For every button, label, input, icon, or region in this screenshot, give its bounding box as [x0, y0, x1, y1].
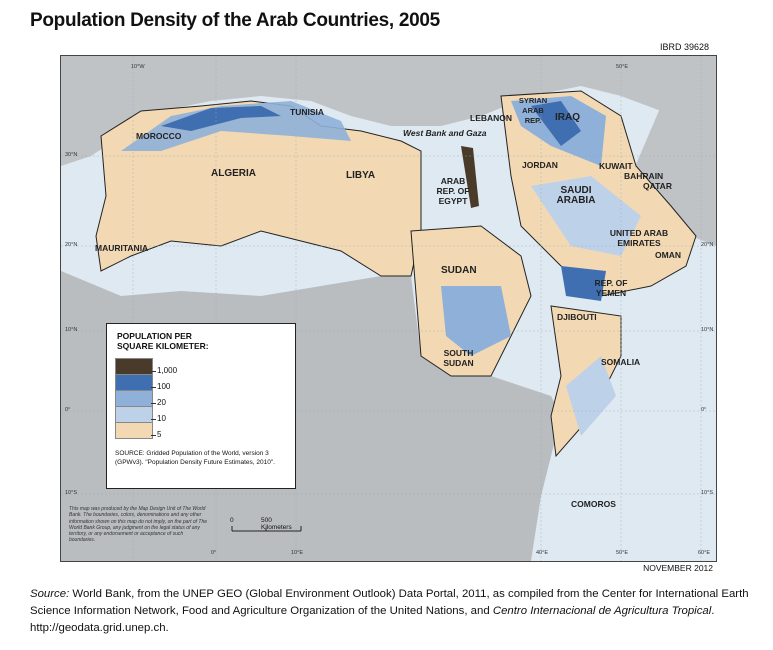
legend-value-100: 100 [157, 382, 171, 391]
legend-value-1000: 1,000 [157, 366, 178, 375]
source-caption: Source: World Bank, from the UNEP GEO (G… [30, 586, 750, 637]
map-date: NOVEMBER 2012 [643, 563, 713, 573]
coord-lon-0: 0° [211, 550, 217, 556]
legend-swatch-100 [115, 374, 153, 391]
legend-title: POPULATION PER SQUARE KILOMETER: [117, 331, 209, 351]
legend-swatch-5 [115, 422, 153, 439]
coord-lon-50e: 50°E [616, 64, 628, 70]
coastal-density-band [121, 101, 351, 151]
sudan-density [441, 286, 511, 356]
coord-lon-50e-bottom: 50°E [616, 550, 628, 556]
label-bahrain: BAHRAIN [624, 171, 664, 181]
coord-lat-0-right: 0° [701, 407, 707, 413]
map-frame: 10°W 50°E 30°N 20°N 10°N 0° 10°S 0° 10°E… [60, 55, 717, 562]
legend-value-10: 10 [157, 414, 166, 423]
density-legend: POPULATION PER SQUARE KILOMETER: 1,000 1… [106, 323, 296, 489]
coord-lat-10s: 10°S [65, 490, 77, 496]
label-morocco: MOROCCO [136, 131, 182, 141]
label-comoros: COMOROS [571, 499, 616, 509]
source-text: World Bank, from the UNEP GEO (Global En… [30, 588, 749, 617]
coord-lon-10e: 10°E [291, 550, 303, 556]
europe-landmass [61, 56, 716, 166]
coord-lat-10n: 10°N [65, 327, 78, 333]
label-algeria: ALGERIA [211, 168, 256, 179]
label-tunisia: TUNISIA [290, 107, 324, 117]
nile-valley-density [461, 146, 479, 208]
coord-lat-10n-right: 10°N [701, 327, 714, 333]
label-saudi-arabia: SAUDI ARABIA [556, 185, 596, 206]
saudi-density [531, 176, 641, 256]
disclaimer-note: This map was produced by the Map Design … [69, 506, 208, 544]
label-sudan: SUDAN [441, 265, 477, 276]
coord-lon-60e: 60°E [698, 550, 710, 556]
coord-lat-0: 0° [65, 407, 71, 413]
label-djibouti: DJIBOUTI [557, 312, 597, 322]
maghreb-high-density [161, 106, 281, 131]
label-syria: SYRIAN ARAB REP. [518, 96, 548, 125]
legend-value-20: 20 [157, 398, 166, 407]
label-yemen: REP. OF YEMEN [594, 278, 628, 298]
label-kuwait: KUWAIT [599, 161, 633, 171]
label-iraq: IRAQ [555, 112, 580, 123]
legend-swatch-10 [115, 406, 153, 423]
label-libya: LIBYA [346, 170, 376, 181]
coord-lat-20n-right: 20°N [701, 242, 714, 248]
source-prefix: Source: [30, 588, 70, 600]
scale-end: 500 Kilometers [261, 517, 292, 531]
coord-lat-10s-right: 10°S [701, 490, 713, 496]
label-uae: UNITED ARAB EMIRATES [609, 228, 669, 248]
source-italic: Centro Internacional de Agricultura Trop… [492, 605, 712, 617]
label-west-bank-gaza: West Bank and Gaza [403, 128, 487, 138]
iran-region [631, 106, 716, 246]
legend-value-5: 5 [157, 430, 162, 439]
map-title: Population Density of the Arab Countries… [30, 10, 440, 31]
scale-zero: 0 [230, 517, 234, 524]
somalia-density [566, 356, 616, 436]
label-qatar: QATAR [643, 181, 672, 191]
legend-swatch-1000 [115, 358, 153, 375]
coord-lat-20n: 20°N [65, 242, 78, 248]
yemen-density [561, 266, 606, 301]
label-oman: OMAN [655, 250, 681, 260]
label-mauritania: MAURITANIA [95, 243, 149, 253]
label-lebanon: LEBANON [470, 113, 513, 123]
coord-lon-10w: 10°W [131, 64, 145, 70]
legend-source: SOURCE: Gridded Population of the World,… [115, 450, 275, 466]
syria-iraq-high-density [531, 101, 581, 146]
label-south-sudan: SOUTH SUDAN [443, 348, 474, 368]
coord-lon-40e: 40°E [536, 550, 548, 556]
label-jordan: JORDAN [522, 160, 558, 170]
label-egypt: ARAB REP. OF EGYPT [436, 176, 470, 206]
coord-lat-30n: 30°N [65, 152, 78, 158]
map-id: IBRD 39628 [659, 42, 709, 52]
source-suffix: . http://geodata.grid.unep.ch. [30, 605, 715, 634]
legend-swatch-20 [115, 390, 153, 407]
label-somalia: SOMALIA [601, 357, 641, 367]
